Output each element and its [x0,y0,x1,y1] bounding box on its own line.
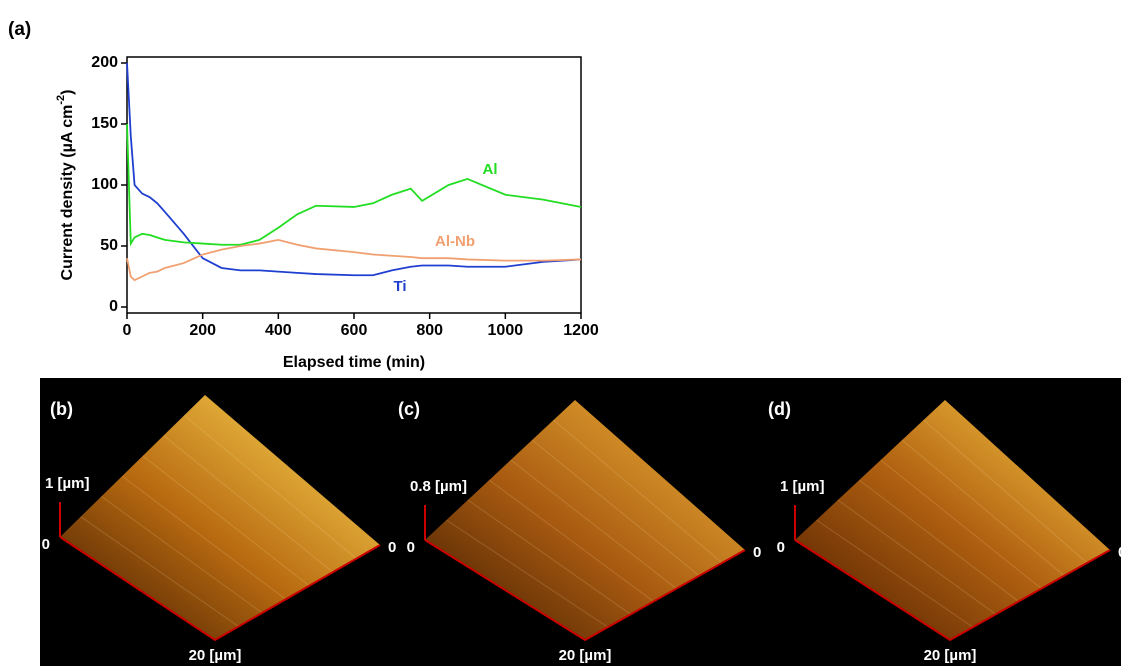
z-label: 1 [µm] [45,475,89,492]
y-tick-label: 200 [91,54,118,71]
y-tick-label: 0 [109,298,118,315]
x-tick-label: 1000 [488,322,524,339]
panel-label: (b) [50,399,73,419]
y-tick-label: 100 [91,176,118,193]
x-tick-label: 400 [265,322,292,339]
x-tick-label: 0 [123,322,132,339]
line-series [126,238,582,282]
panel-label: (c) [398,399,420,419]
panel-label: (d) [768,399,791,419]
surface-texture [121,475,287,600]
y-end-label: 0 [1118,544,1121,561]
surface-texture [531,439,700,577]
afm-panels: (b)1 [µm]0 020 [µm](c)0.8 [µm]0 020 [µm](d… [42,395,1121,664]
z-label: 0.8 [µm] [410,478,467,495]
origin-label: 0 [407,539,415,556]
series-label: Ti [393,278,406,295]
surface-texture [880,459,1042,589]
surface-texture [858,479,1019,602]
surface-texture [183,414,357,559]
x-end-label: 20 [µm] [559,647,612,664]
y-label-superscript: -2 [55,95,67,105]
afm-axes [59,536,381,642]
y-tick-label: 50 [100,237,118,254]
series-label: Al-Nb [435,233,475,250]
surface-texture [142,455,310,587]
z-label: 1 [µm] [780,478,824,495]
chart: (a) 0 50 100 150 200 0 200 400 600 800 1000 1200 Elap… [8,19,599,371]
y-tick-label: 150 [91,115,118,132]
surface-texture [816,519,974,628]
surface-texture [901,439,1065,577]
afm-surface [425,400,745,640]
afm-axes [424,539,746,642]
origin-label: 0 [777,539,785,556]
surface-texture [101,496,263,614]
surface-texture [80,516,239,627]
x-axis-label: Elapsed time (min) [283,354,425,371]
series-label: Al [483,161,498,178]
y-axis-label: Current density (µA cm-2) [55,90,76,281]
y-end-label: 0 [388,539,396,556]
surface-texture [837,499,997,615]
x-end-label: 20 [µm] [189,647,242,664]
x-tick-label: 800 [416,322,443,339]
surface-texture [553,419,723,564]
surface-texture [488,479,654,602]
x-tick-label: 200 [189,322,216,339]
surface-texture [467,499,632,615]
y-label-part: ) [59,90,76,95]
afm-surface [795,400,1110,640]
line-series [126,62,582,277]
y-label-part: Current density (µA cm [59,105,76,281]
y-end-label: 0 [753,544,761,561]
surface-texture [163,435,334,573]
x-tick-label: 600 [341,322,368,339]
surface-texture [446,519,609,628]
surface-texture [510,459,677,589]
line-series [126,123,582,247]
afm-axes [794,539,1111,642]
surface-texture [923,419,1088,564]
origin-label: 0 [42,536,50,553]
afm-surface [60,395,380,640]
x-tick-label: 1200 [563,322,599,339]
x-end-label: 20 [µm] [924,647,977,664]
panel-label: (a) [8,19,31,40]
